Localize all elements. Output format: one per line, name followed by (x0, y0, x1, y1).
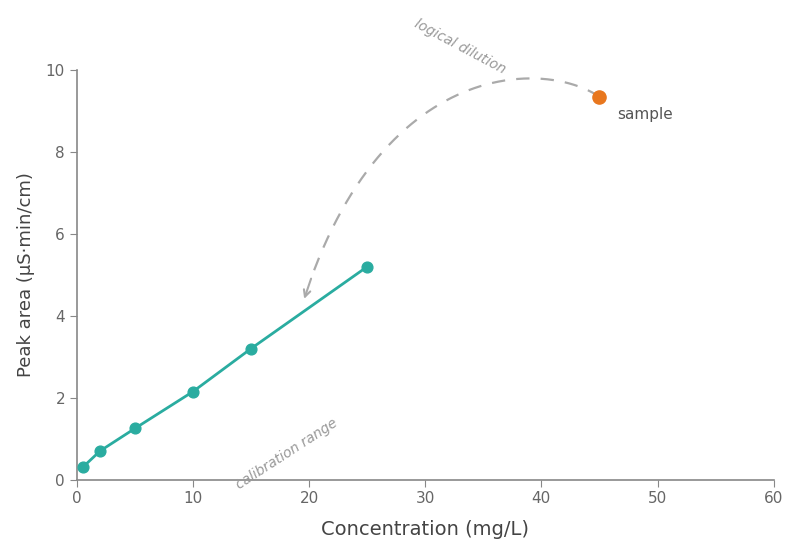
Text: sample: sample (617, 107, 673, 122)
Point (94, 446, 106, 455)
Point (186, 387, 199, 396)
Point (593, 92, 606, 101)
Text: logical dilution: logical dilution (412, 16, 508, 76)
Point (129, 424, 142, 433)
Text: calibration range: calibration range (234, 416, 340, 492)
Point (245, 344, 258, 353)
Point (76, 463, 89, 472)
Point (361, 262, 374, 271)
X-axis label: Concentration (mg/L): Concentration (mg/L) (322, 520, 530, 539)
Y-axis label: Peak area (μS·min/cm): Peak area (μS·min/cm) (17, 172, 34, 378)
